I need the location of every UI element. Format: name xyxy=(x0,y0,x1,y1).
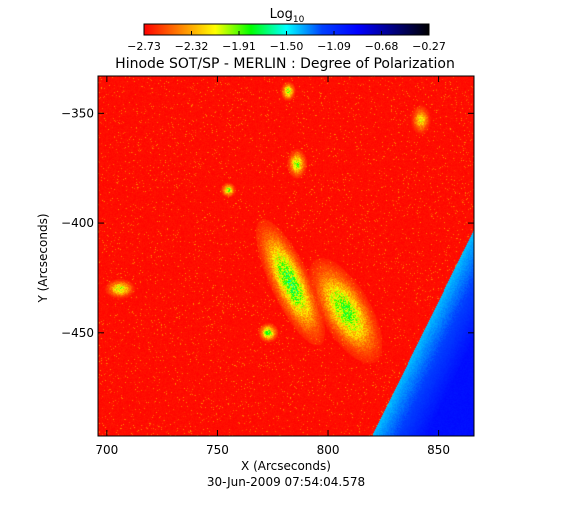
colorbar-tick-label: −1.50 xyxy=(270,40,304,53)
plot-image-container xyxy=(98,76,474,436)
plot-frame xyxy=(97,75,475,437)
colorbar-tick-label: −0.27 xyxy=(412,40,446,53)
x-axis-label: X (Arcseconds) xyxy=(241,459,331,473)
x-tick-label: 800 xyxy=(317,443,340,457)
colorbar-label: Log10 xyxy=(270,7,305,25)
y-tick-label: −400 xyxy=(61,216,94,230)
x-axis-ticks: 700 750 800 850 xyxy=(95,76,450,457)
colorbar-tick-label: −1.09 xyxy=(317,40,351,53)
x-tick-label: 700 xyxy=(95,443,118,457)
colorbar-tick-label: −2.73 xyxy=(127,40,161,53)
colorbar-tick-label: −0.68 xyxy=(365,40,399,53)
y-tick-label: −350 xyxy=(61,106,94,120)
observation-timestamp: 30-Jun-2009 07:54:04.578 xyxy=(207,475,365,489)
x-tick-label: 750 xyxy=(206,443,229,457)
x-tick-label: 850 xyxy=(427,443,450,457)
y-axis-ticks: −350 −400 −450 xyxy=(61,106,474,340)
colorbar-tick-label: −1.91 xyxy=(222,40,256,53)
colorbar-tick-label: −2.32 xyxy=(175,40,209,53)
chart-title: Hinode SOT/SP - MERLIN : Degree of Polar… xyxy=(115,56,455,72)
y-tick-label: −450 xyxy=(61,326,94,340)
polarization-map-canvas xyxy=(98,76,474,436)
colorbar-ticks: −2.73 −2.32 −1.91 −1.50 −1.09 −0.68 −0.27 xyxy=(127,31,446,53)
y-axis-label: Y (Arcseconds) xyxy=(36,213,50,303)
